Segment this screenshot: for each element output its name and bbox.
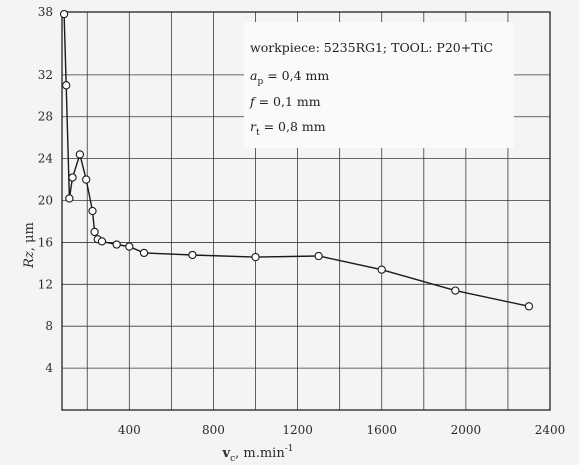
- annotation-workpiece: workpiece: 5235RG1; TOOL: P20+TiC: [250, 40, 493, 55]
- plot-frame: [61, 11, 551, 411]
- data-point: [314, 251, 323, 261]
- y-tick-label: 16: [38, 235, 53, 249]
- data-point: [88, 206, 97, 216]
- data-point: [524, 302, 534, 311]
- data-point: [377, 265, 386, 274]
- data-point: [139, 248, 149, 258]
- y-tick-label: 24: [38, 152, 54, 166]
- data-point: [112, 240, 121, 249]
- data-point: [90, 227, 99, 237]
- data-point: [125, 242, 134, 251]
- y-tick-label: 8: [45, 319, 53, 333]
- data-point: [65, 194, 74, 203]
- x-tick-label: 1200: [282, 423, 313, 437]
- annotation-ap: ap = 0,4 mm: [250, 68, 329, 87]
- annotation-box: workpiece: 5235RG1; TOOL: P20+TiC ap = 0…: [244, 22, 514, 148]
- annotation-f: f = 0,1 mm: [249, 94, 321, 109]
- data-point: [68, 173, 77, 182]
- data-point: [59, 9, 69, 19]
- data-point: [82, 175, 91, 184]
- x-tick-label: 800: [202, 423, 225, 437]
- annotation-rt: rt = 0,8 mm: [250, 119, 326, 138]
- y-tick-label: 38: [38, 5, 53, 19]
- x-ticks: 400 800 1200 1600 2000 2400: [118, 423, 565, 437]
- y-tick-label: 20: [38, 194, 53, 208]
- data-point: [75, 150, 85, 159]
- y-tick-label: 32: [38, 68, 53, 82]
- data-point: [62, 81, 71, 90]
- y-ticks: 4 8 12 16 20 24 28 32 38: [38, 5, 54, 375]
- x-tick-label: 2400: [535, 423, 566, 437]
- data-points: [59, 9, 534, 311]
- x-tick-label: 2000: [451, 423, 482, 437]
- x-axis-label: vc, m.min-1: [222, 444, 294, 464]
- x-tick-label: 400: [118, 423, 141, 437]
- y-tick-label: 4: [45, 361, 53, 375]
- data-point: [451, 286, 460, 295]
- data-point: [251, 252, 260, 262]
- y-axis-label: Rz, μm: [22, 222, 37, 269]
- data-point: [188, 250, 197, 260]
- y-tick-label: 28: [38, 110, 53, 124]
- x-tick-label: 1600: [366, 423, 397, 437]
- data-point: [97, 237, 107, 246]
- y-tick-label: 12: [38, 277, 53, 291]
